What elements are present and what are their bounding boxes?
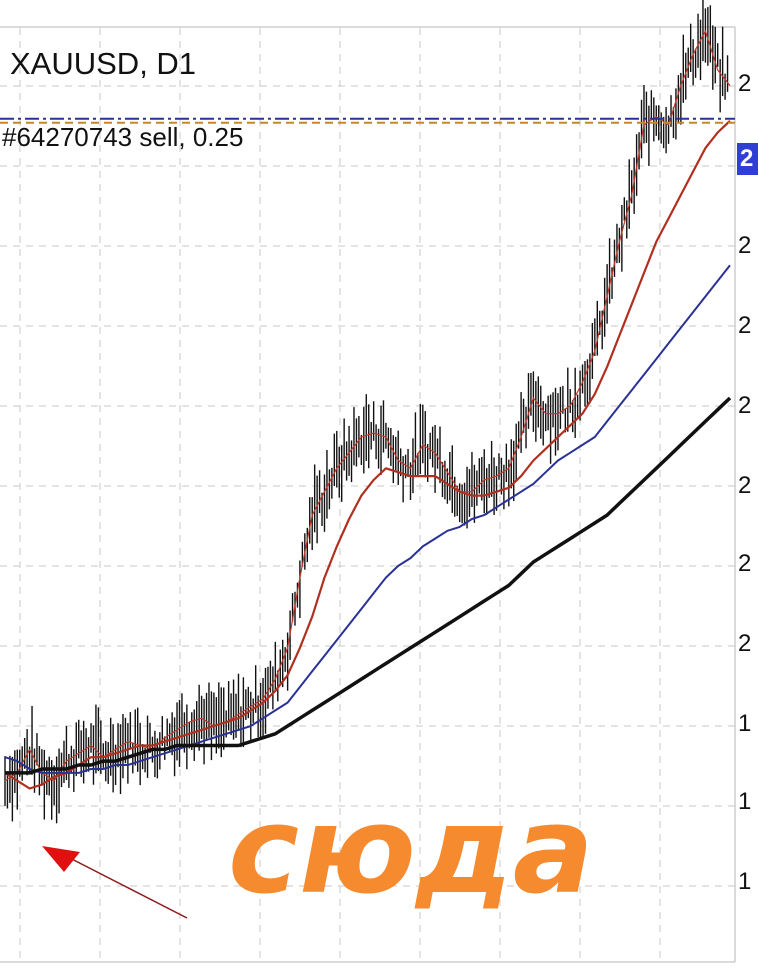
moving-averages xyxy=(4,30,732,790)
handwritten-note: сюда xyxy=(228,782,594,921)
y-tick-label: 2 xyxy=(738,392,752,419)
y-tick-label: 2 xyxy=(738,550,752,577)
y-tick-label: 1 xyxy=(738,710,752,737)
ma-fast-line xyxy=(4,30,731,782)
ma-slow-line xyxy=(4,264,731,774)
y-tick-label: 2 xyxy=(738,630,752,657)
grid xyxy=(0,26,736,963)
ma-long-line xyxy=(5,396,732,775)
y-tick-label: 2 xyxy=(738,232,752,259)
order-label[interactable]: #64270743 sell, 0.25 xyxy=(2,122,244,152)
y-tick-label: 1 xyxy=(738,788,752,815)
arrow-shaft xyxy=(61,853,188,919)
annotations: сюда xyxy=(42,782,594,921)
y-tick-label: 1 xyxy=(738,868,752,895)
y-tick-label: 2 xyxy=(738,472,752,499)
current-price-tag: 2 xyxy=(737,143,758,175)
order-lines xyxy=(0,117,735,124)
chart-title: XAUUSD, D1 xyxy=(10,46,197,81)
y-tick-label: 2 xyxy=(738,312,752,339)
arrow-head xyxy=(42,846,80,872)
y-tick-label: 2 xyxy=(738,70,752,97)
ma-mid-line xyxy=(4,120,731,790)
